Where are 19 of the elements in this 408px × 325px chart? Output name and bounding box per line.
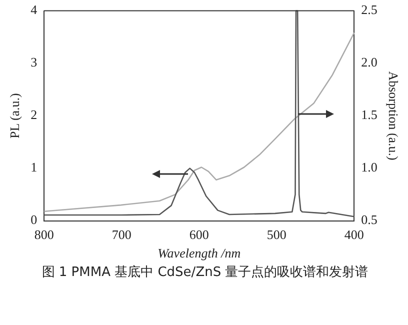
y2-tick-label: 2.5 bbox=[361, 2, 378, 18]
caption: 图 1 PMMA 基底中 CdSe/ZnS 量子点的吸收谱和发射谱 bbox=[40, 264, 370, 282]
x-tick-label: 500 bbox=[266, 227, 286, 242]
y2-tick-label: 2.0 bbox=[361, 54, 378, 70]
x-tick-label: 800 bbox=[34, 227, 54, 242]
y-tick-label: 4 bbox=[30, 2, 38, 18]
y2-tick-label: 0.5 bbox=[361, 212, 378, 228]
y-tick-label: 1 bbox=[30, 160, 38, 175]
x-tick-label: 700 bbox=[112, 227, 132, 242]
y-axis-title: PL (a.u.) bbox=[7, 93, 22, 138]
y-tick-label: 2 bbox=[30, 107, 38, 122]
y2-axis-title: Absorption (a.u.) bbox=[386, 71, 401, 160]
y-tick-label: 0 bbox=[30, 212, 38, 228]
x-axis-title: Wavelength /nm bbox=[158, 246, 241, 261]
y-tick-label: 3 bbox=[30, 54, 38, 70]
x-tick-label: 400 bbox=[344, 227, 364, 242]
y2-tick-label: 1.5 bbox=[361, 107, 378, 122]
x-tick-label: 600 bbox=[189, 227, 209, 242]
y2-tick-label: 1.0 bbox=[361, 160, 378, 175]
